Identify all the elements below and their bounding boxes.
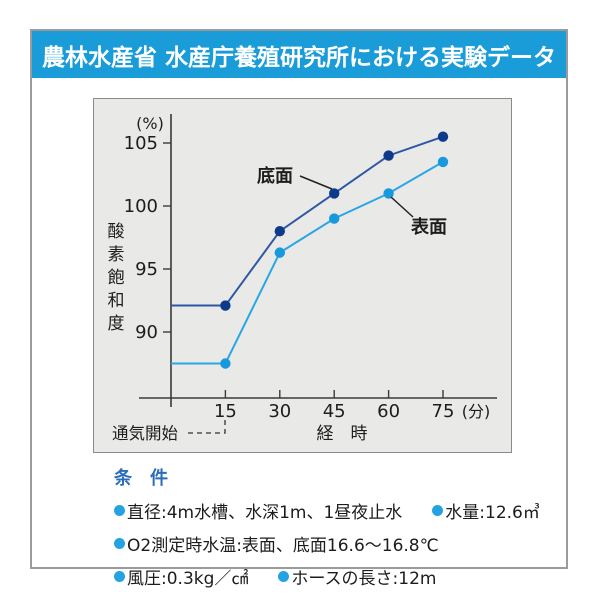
svg-text:酸: 酸 bbox=[108, 222, 125, 242]
conditions-row-1: 直径:4m水槽、水深1m、1昼夜止水 水量:12.6㎥ bbox=[114, 498, 544, 523]
conditions-row-3: 風圧:0.3kg／㎠ ホースの長さ:12m bbox=[114, 564, 544, 589]
bullet-icon bbox=[114, 538, 125, 549]
svg-text:底面: 底面 bbox=[257, 165, 293, 187]
conditions-row-2: O2測定時水温:表面、底面16.6〜16.8℃ bbox=[114, 531, 544, 556]
svg-text:95: 95 bbox=[135, 259, 158, 280]
svg-text:素: 素 bbox=[108, 245, 125, 265]
condition-text: 風圧:0.3kg／㎠ bbox=[127, 569, 249, 589]
svg-text:105: 105 bbox=[124, 133, 158, 154]
svg-text:30: 30 bbox=[268, 401, 291, 422]
bullet-icon bbox=[278, 571, 290, 582]
svg-text:経 時: 経 時 bbox=[317, 424, 368, 444]
svg-text:15: 15 bbox=[214, 401, 237, 422]
bullet-icon bbox=[114, 571, 125, 582]
header-bar: 農林水産省 水産庁養殖研究所における実験データ bbox=[32, 31, 566, 78]
svg-text:飽: 飽 bbox=[108, 268, 125, 288]
line-chart-panel: 105 100 95 90 (%) 15 30 45 60 75 (分) 酸素飽和度経 時 通気開始 底面… bbox=[93, 98, 512, 453]
svg-text:45: 45 bbox=[323, 401, 346, 422]
conditions-section: 条 件 直径:4m水槽、水深1m、1昼夜止水 水量:12.6㎥ O2測定時水温:… bbox=[114, 464, 544, 597]
svg-text:通気開始: 通気開始 bbox=[112, 424, 178, 443]
conditions-title: 条 件 bbox=[114, 468, 168, 489]
bullet-icon bbox=[114, 505, 125, 516]
condition-text: 水量:12.6㎥ bbox=[445, 503, 540, 523]
condition-text: O2測定時水温:表面、底面16.6〜16.8℃ bbox=[127, 536, 439, 556]
condition-text: 直径:4m水槽、水深1m、1昼夜止水 bbox=[127, 503, 403, 523]
svg-text:75: 75 bbox=[432, 401, 455, 422]
condition-item: ホースの長さ:12m bbox=[278, 564, 436, 589]
svg-text:90: 90 bbox=[135, 322, 158, 343]
condition-item: 直径:4m水槽、水深1m、1昼夜止水 bbox=[114, 498, 402, 523]
condition-item: 風圧:0.3kg／㎠ bbox=[114, 564, 248, 589]
bullet-icon bbox=[432, 505, 444, 516]
svg-text:100: 100 bbox=[124, 196, 158, 217]
condition-item: O2測定時水温:表面、底面16.6〜16.8℃ bbox=[114, 531, 439, 556]
svg-text:表面: 表面 bbox=[411, 216, 447, 238]
svg-text:60: 60 bbox=[377, 401, 400, 422]
svg-text:度: 度 bbox=[108, 314, 125, 334]
svg-text:(%): (%) bbox=[136, 114, 164, 133]
content-card: 農林水産省 水産庁養殖研究所における実験データ 105 100 95 90 (%) 15 3… bbox=[30, 29, 568, 589]
condition-item: 水量:12.6㎥ bbox=[432, 498, 540, 523]
page-title: 農林水産省 水産庁養殖研究所における実験データ bbox=[41, 44, 556, 71]
condition-text: ホースの長さ:12m bbox=[291, 569, 437, 589]
svg-text:和: 和 bbox=[108, 291, 125, 311]
svg-text:(分): (分) bbox=[462, 402, 491, 421]
